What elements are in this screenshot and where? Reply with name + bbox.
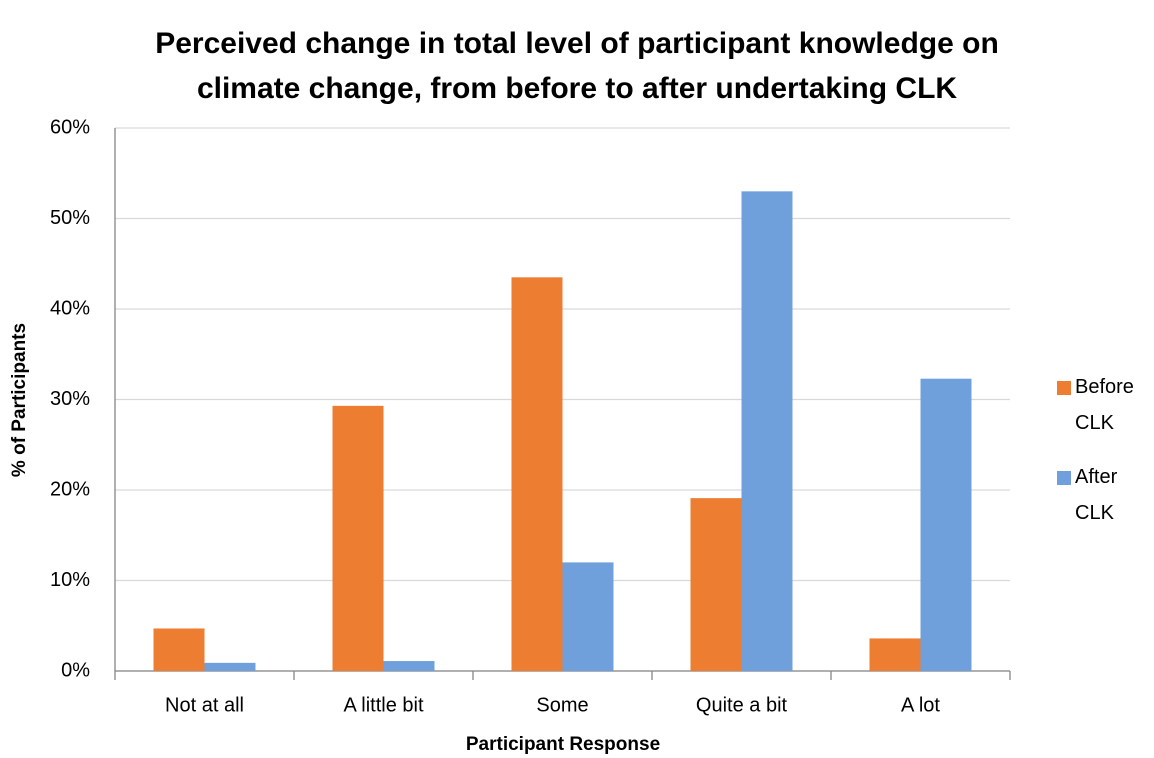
bar [332, 405, 384, 671]
legend-swatch [1057, 471, 1071, 485]
y-tick-label: 0% [61, 659, 90, 681]
y-axis-title: % of Participants [9, 323, 30, 477]
bar [153, 628, 205, 671]
bar [562, 562, 614, 671]
y-tick-label: 50% [50, 207, 90, 229]
bar [741, 191, 793, 671]
legend-label: Before CLK [1075, 376, 1134, 434]
x-tick-label: Not at all [165, 694, 244, 716]
bar [204, 662, 256, 671]
y-tick-label: 30% [50, 388, 90, 410]
bar [511, 277, 563, 671]
y-tick-label: 10% [50, 569, 90, 591]
x-tick-label: Quite a bit [696, 694, 788, 716]
x-tick-label: A lot [901, 694, 940, 716]
bar [920, 378, 972, 671]
bar [869, 638, 921, 671]
y-tick-label: 40% [50, 297, 90, 319]
bar [383, 661, 435, 671]
y-tick-label: 20% [50, 478, 90, 500]
chart-title: Perceived change in total level of parti… [155, 27, 999, 105]
bar [690, 498, 742, 671]
y-tick-label: 60% [50, 116, 90, 138]
x-axis-title: Participant Response [466, 734, 660, 755]
legend-swatch [1057, 381, 1071, 395]
legend-label: After CLK [1075, 466, 1118, 524]
x-tick-label: A little bit [343, 694, 423, 716]
x-tick-label: Some [536, 694, 588, 716]
